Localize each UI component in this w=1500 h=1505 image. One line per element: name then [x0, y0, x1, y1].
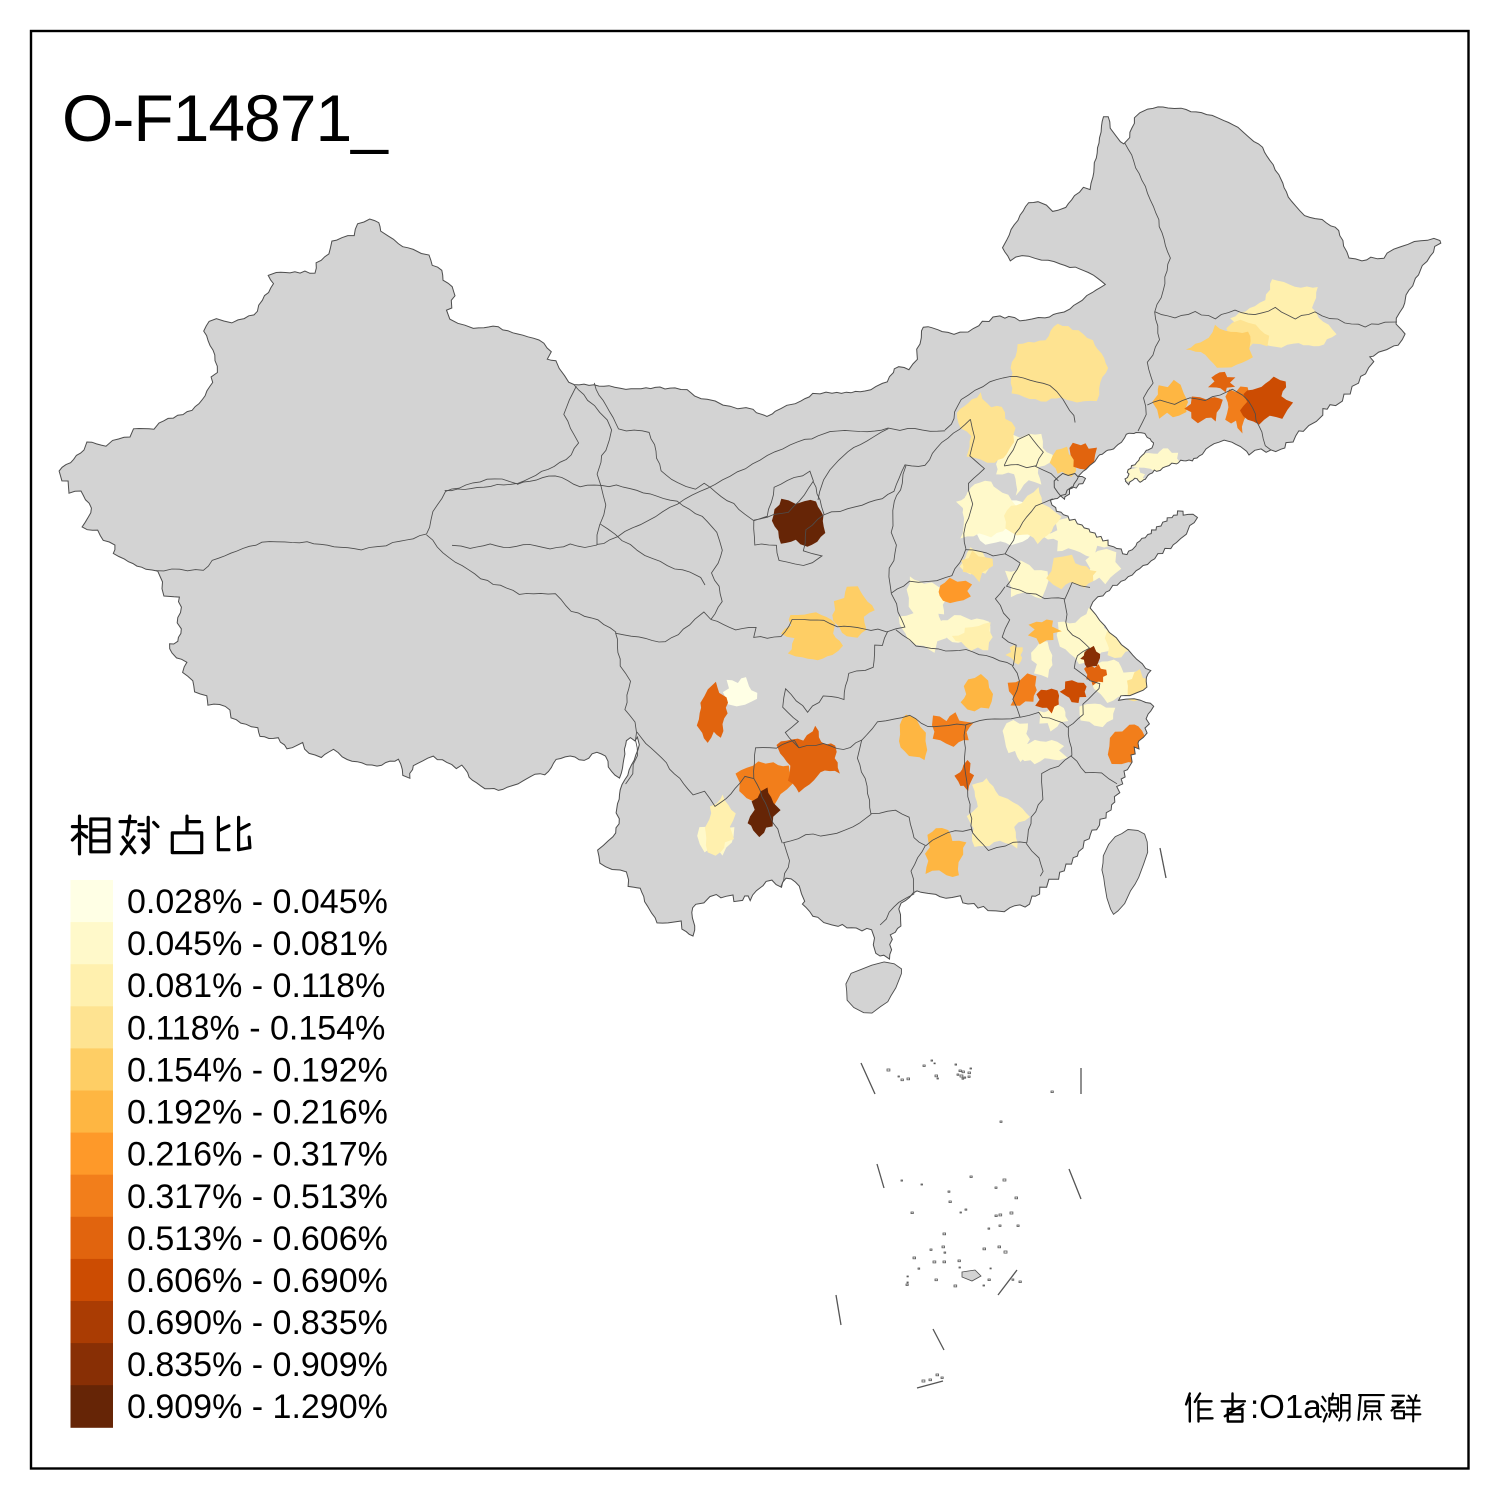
svg-text:O-F14871_: O-F14871_ — [62, 81, 389, 155]
svg-text:0.513% - 0.606%: 0.513% - 0.606% — [127, 1220, 388, 1258]
svg-text:0.835% - 0.909%: 0.835% - 0.909% — [127, 1346, 388, 1384]
svg-text:0.909% - 1.290%: 0.909% - 1.290% — [127, 1388, 388, 1426]
svg-text:0.045% - 0.081%: 0.045% - 0.081% — [127, 925, 388, 963]
svg-text::O1a: :O1a — [1250, 1388, 1322, 1425]
svg-text:0.216% - 0.317%: 0.216% - 0.317% — [127, 1136, 388, 1174]
svg-text:0.081% - 0.118%: 0.081% - 0.118% — [127, 967, 385, 1005]
svg-text:0.154% - 0.192%: 0.154% - 0.192% — [127, 1052, 388, 1090]
svg-text:0.606% - 0.690%: 0.606% - 0.690% — [127, 1262, 388, 1300]
svg-text:0.317% - 0.513%: 0.317% - 0.513% — [127, 1178, 388, 1216]
svg-text:0.028% - 0.045%: 0.028% - 0.045% — [127, 883, 388, 921]
svg-text:0.690% - 0.835%: 0.690% - 0.835% — [127, 1304, 388, 1342]
svg-text:0.118% - 0.154%: 0.118% - 0.154% — [127, 1009, 385, 1047]
svg-text:0.192% - 0.216%: 0.192% - 0.216% — [127, 1094, 388, 1132]
